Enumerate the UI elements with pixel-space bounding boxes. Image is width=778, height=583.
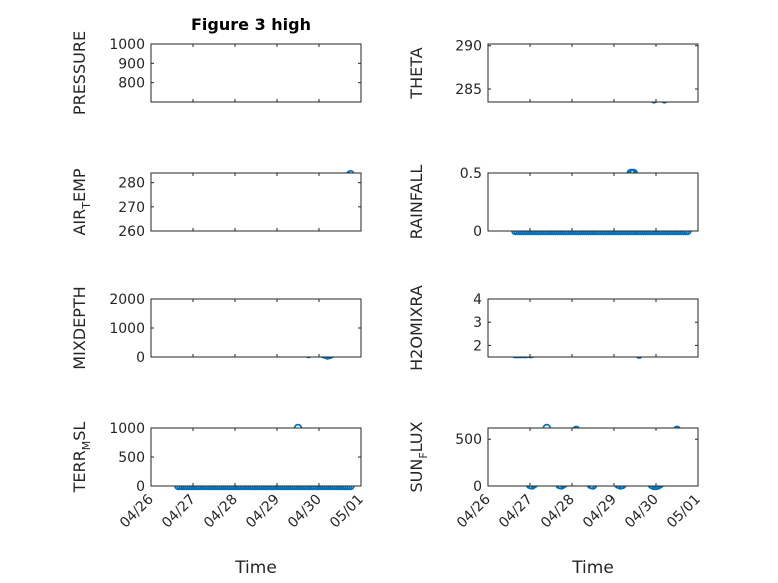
figure-title: Figure 3 high	[191, 15, 311, 34]
y-axis-label: THETA	[407, 47, 426, 99]
axes-frame	[150, 427, 362, 487]
subplot-theta: 285 290 THETA	[407, 39, 699, 104]
x-axis-label: Time	[234, 558, 277, 578]
axes-frame	[150, 172, 362, 232]
y-axis-label: RAINFALL	[407, 165, 426, 240]
y-axis-label: TERRMSL	[70, 422, 93, 494]
subplot-air-temp: 260 270 280 AIRTEMP	[70, 168, 362, 240]
y-tick-label: 285	[455, 82, 482, 98]
axes-frame	[150, 43, 362, 103]
y-axis-label: AIRTEMP	[70, 168, 93, 235]
axes-frame	[487, 172, 699, 232]
y-tick-label: 0	[136, 479, 145, 495]
subplot-h2omixra: 2 3 4 H2OMIXRA	[407, 285, 699, 371]
y-tick-label: 1000	[109, 421, 145, 437]
axes-frame	[487, 427, 699, 487]
y-tick-label: 2	[473, 338, 482, 354]
x-axis-label: Time	[571, 558, 614, 578]
y-tick-label: 0	[136, 350, 145, 366]
y-tick-label: 0.5	[460, 166, 482, 182]
y-tick-label: 800	[118, 76, 145, 92]
y-tick-label: 0	[473, 224, 482, 240]
y-tick-label: 1000	[109, 321, 145, 337]
subplot-pressure: 800 900 1000 PRESSURE	[70, 31, 362, 115]
y-axis-label: SUNFLUX	[407, 421, 430, 492]
axes-frame	[150, 298, 362, 358]
y-tick-label: 290	[455, 39, 482, 55]
y-tick-label: 270	[118, 200, 145, 216]
subplot-rainfall: 0 0.5 RAINFALL	[407, 165, 699, 240]
axes-frame	[487, 298, 699, 358]
y-tick-label: 260	[118, 224, 145, 240]
y-tick-label: 280	[118, 176, 145, 192]
y-tick-label: 2000	[109, 292, 145, 308]
y-tick-label: 4	[473, 292, 482, 308]
y-axis-label: H2OMIXRA	[407, 285, 426, 371]
y-axis-label: PRESSURE	[70, 31, 89, 115]
y-tick-label: 500	[455, 432, 482, 448]
y-tick-label: 500	[118, 450, 145, 466]
y-tick-label: 0	[473, 479, 482, 495]
y-axis-label: MIXDEPTH	[70, 286, 89, 369]
subplot-mixdepth: 0 1000 2000 MIXDEPTH	[70, 286, 362, 370]
y-tick-label: 1000	[109, 37, 145, 53]
y-tick-label: 900	[118, 56, 145, 72]
y-tick-label: 3	[473, 315, 482, 331]
axes-frame	[487, 43, 699, 103]
